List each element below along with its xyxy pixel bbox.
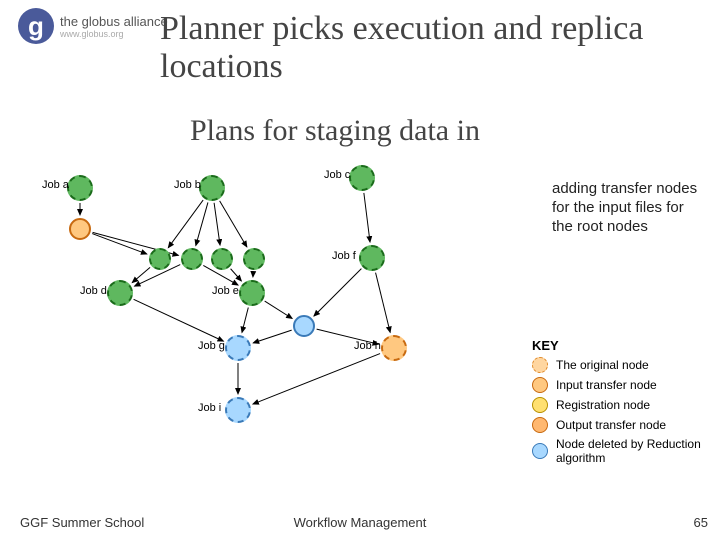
node-d1: [149, 248, 171, 270]
legend-swatch: [532, 443, 548, 459]
legend-label: Input transfer node: [556, 378, 657, 392]
node-b: [199, 175, 225, 201]
label-h: Job h: [354, 340, 381, 352]
label-d: Job d: [80, 285, 107, 297]
node-a: [67, 175, 93, 201]
footer-left: GGF Summer School: [20, 515, 144, 530]
legend-label: Registration node: [556, 398, 650, 412]
node-h: [381, 335, 407, 361]
node-g_in: [293, 315, 315, 337]
node-f: [359, 245, 385, 271]
legend-row: Input transfer node: [532, 377, 702, 393]
workflow-diagram: Job a Job b Job c Job d Job e Job f Job g Job h…: [20, 158, 520, 478]
label-a: Job a: [42, 179, 69, 191]
legend-row: The original node: [532, 357, 702, 373]
label-i: Job i: [198, 402, 221, 414]
annotation-text: adding transfer nodes for the input file…: [552, 180, 702, 236]
legend-label: Output transfer node: [556, 418, 666, 432]
legend-row: Output transfer node: [532, 417, 702, 433]
slide-number: 65: [694, 515, 708, 530]
node-a_in: [69, 218, 91, 240]
logo-sub: www.globus.org: [60, 29, 168, 39]
legend-swatch: [532, 377, 548, 393]
footer-center: Workflow Management: [294, 515, 427, 530]
legend-label: Node deleted by Reduction algorithm: [556, 437, 702, 465]
legend-swatch: [532, 397, 548, 413]
logo-glyph: g: [18, 8, 54, 44]
label-b: Job b: [174, 179, 201, 191]
label-c: Job c: [324, 169, 350, 181]
legend-swatch: [532, 357, 548, 373]
logo-text: the globus alliance: [60, 14, 168, 29]
node-d4: [243, 248, 265, 270]
node-g: [225, 335, 251, 361]
legend: KEY The original node Input transfer node R…: [532, 338, 702, 469]
slide-subtitle: Plans for staging data in: [190, 114, 480, 148]
node-d2: [181, 248, 203, 270]
slide-title: Planner picks execution and replica loca…: [160, 10, 720, 86]
legend-label: The original node: [556, 358, 649, 372]
legend-title: KEY: [532, 338, 702, 353]
legend-row: Node deleted by Reduction algorithm: [532, 437, 702, 465]
label-f: Job f: [332, 250, 356, 262]
node-d3: [211, 248, 233, 270]
node-d: [107, 280, 133, 306]
legend-swatch: [532, 417, 548, 433]
node-c: [349, 165, 375, 191]
node-e: [239, 280, 265, 306]
label-g: Job g: [198, 340, 225, 352]
logo: g the globus alliance www.globus.org: [18, 8, 168, 44]
legend-row: Registration node: [532, 397, 702, 413]
node-i: [225, 397, 251, 423]
label-e: Job e: [212, 285, 239, 297]
